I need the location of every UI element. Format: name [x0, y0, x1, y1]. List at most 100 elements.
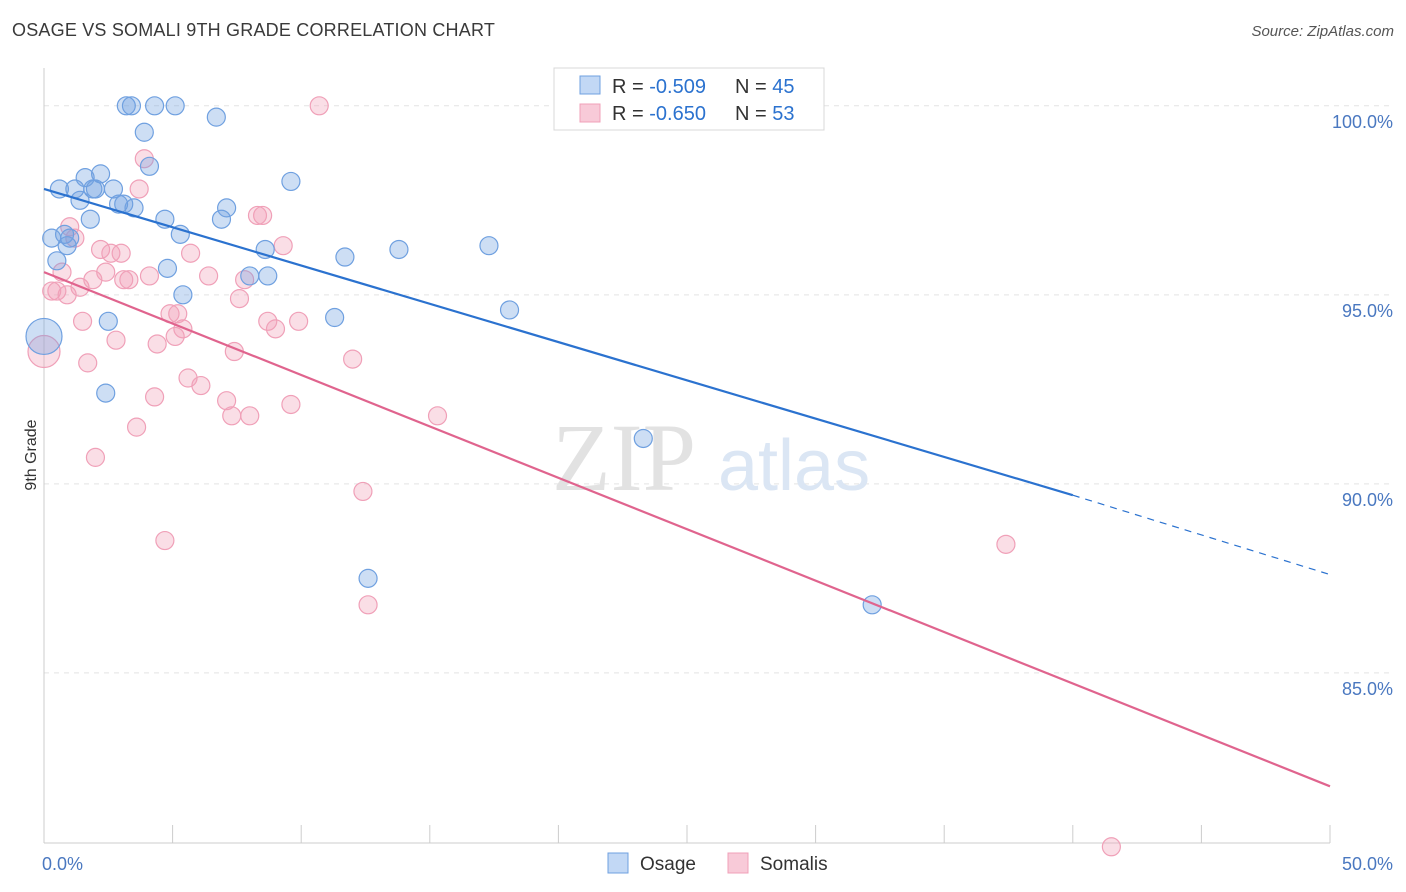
somalis-point	[106, 330, 126, 350]
osage-point	[49, 179, 70, 199]
osage-point	[80, 209, 100, 229]
osage-point	[211, 209, 232, 229]
x-ticks	[43, 825, 1331, 843]
somalis-point	[427, 406, 448, 426]
somalis-point	[168, 304, 188, 324]
osage-point	[57, 236, 77, 256]
osage-point	[103, 179, 124, 199]
somalis-point	[42, 281, 62, 301]
svg-text:R = -0.509 N = 45: R = -0.509 N = 45	[612, 76, 795, 98]
osage-point	[633, 428, 653, 449]
somalis-n-value: 53	[772, 103, 794, 125]
osage-point	[217, 198, 237, 218]
stats-legend: R = -0.509 N = 45 R = -0.650 N = 53	[553, 67, 825, 131]
somalis-swatch	[579, 103, 601, 123]
somalis-point	[85, 447, 106, 467]
osage-point	[134, 122, 154, 142]
osage-point	[499, 300, 520, 320]
somalis-point	[1101, 837, 1121, 857]
somalis-point	[78, 353, 98, 373]
watermark-atlas: atlas	[718, 426, 870, 506]
osage-point	[108, 194, 129, 214]
somalis-point	[240, 406, 260, 426]
osage-point	[139, 156, 160, 176]
somalis-n-label: N =	[735, 103, 772, 125]
osage-point	[157, 258, 178, 278]
legend-somalis-label: Somalis	[760, 854, 828, 875]
somalis-point	[358, 595, 378, 615]
somalis-point	[273, 236, 293, 256]
osage-point	[25, 317, 63, 356]
osage-point	[90, 164, 111, 184]
somalis-point	[191, 375, 211, 396]
somalis-point	[247, 205, 268, 226]
osage-point	[258, 266, 278, 286]
osage-r-value: -0.509	[649, 76, 706, 98]
watermark-zip: ZIP	[552, 404, 696, 511]
osage-n-value: 45	[772, 76, 794, 98]
somalis-r-value: -0.650	[649, 103, 706, 125]
osage-point	[54, 224, 75, 244]
y-tick-label: 90.0%	[1342, 490, 1393, 510]
osage-point	[121, 96, 142, 116]
osage-point	[206, 107, 226, 127]
somalis-point	[139, 266, 160, 286]
somalis-point	[253, 205, 273, 226]
somalis-point	[996, 534, 1016, 554]
somalis-point	[126, 417, 147, 437]
somalis-point	[281, 394, 301, 415]
osage-swatch	[579, 75, 601, 95]
legend-osage-label: Osage	[640, 854, 696, 875]
somalis-point	[101, 243, 121, 263]
osage-points	[25, 96, 882, 615]
osage-point	[60, 228, 80, 248]
watermark: ZIP atlas	[552, 404, 870, 511]
somalis-point	[72, 311, 93, 331]
y-tick-labels: 100.0% 95.0% 90.0% 85.0%	[1332, 112, 1393, 699]
somalis-point	[90, 239, 111, 260]
osage-point	[281, 171, 301, 192]
somalis-point	[144, 387, 165, 407]
somalis-point	[111, 243, 131, 263]
osage-point	[116, 96, 136, 116]
somalis-point	[96, 262, 116, 282]
osage-trend-extension	[1072, 494, 1331, 576]
somalis-point	[165, 326, 185, 347]
somalis-point	[27, 334, 61, 369]
source-credit: Source: ZipAtlas.com	[1251, 23, 1394, 40]
osage-point	[325, 307, 345, 328]
y-tick-label: 85.0%	[1342, 679, 1393, 699]
somalis-point	[199, 266, 219, 286]
somalis-point	[309, 96, 329, 116]
osage-point	[144, 96, 165, 116]
somalis-point	[119, 270, 139, 290]
y-tick-label: 95.0%	[1342, 301, 1393, 321]
svg-text:R = -0.650 N = 53: R = -0.650 N = 53	[612, 103, 795, 125]
somalis-point	[129, 179, 149, 199]
osage-point	[96, 383, 116, 403]
osage-r-label: R =	[612, 76, 649, 98]
somalis-point	[222, 406, 242, 426]
somalis-point	[229, 289, 250, 309]
somalis-point	[155, 530, 175, 551]
y-axis-title: 9th Grade	[23, 419, 40, 490]
osage-point	[358, 568, 378, 588]
somalis-point	[235, 270, 255, 290]
osage-point	[240, 266, 260, 286]
legend-osage-swatch	[607, 852, 629, 874]
somalis-point	[147, 334, 167, 354]
somalis-point	[258, 311, 278, 331]
somalis-point	[343, 349, 363, 369]
osage-trend-line	[43, 187, 1074, 497]
somalis-point	[47, 281, 67, 301]
somalis-point	[65, 228, 85, 248]
somalis-point	[265, 319, 286, 339]
legend-somalis-swatch	[727, 852, 749, 874]
osage-point	[335, 247, 355, 267]
chart-title: OSAGE VS SOMALI 9TH GRADE CORRELATION CH…	[12, 20, 496, 40]
somalis-point	[217, 391, 237, 411]
x-tick-label-max: 50.0%	[1342, 854, 1393, 874]
somalis-point	[289, 311, 309, 331]
osage-point	[389, 239, 409, 260]
